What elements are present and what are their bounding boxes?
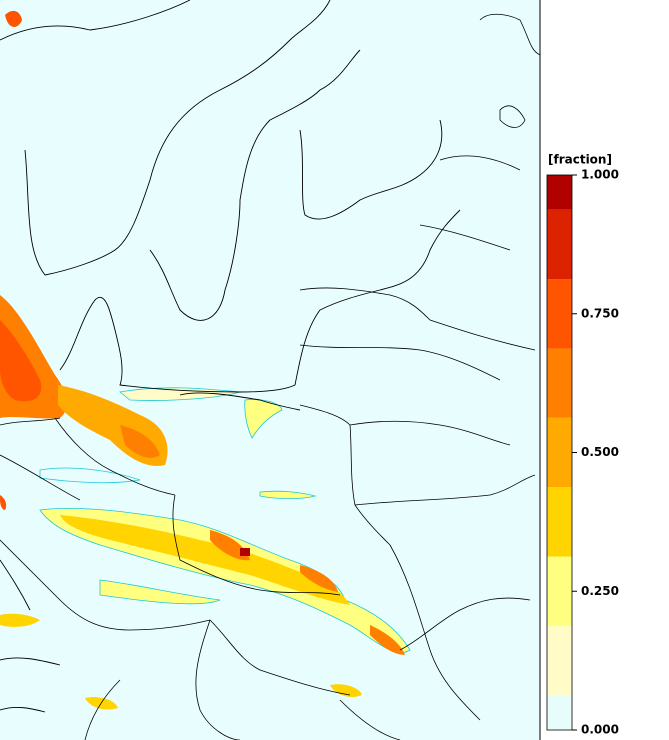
colorbar-bin	[547, 279, 572, 349]
field-patch	[60, 515, 350, 605]
field-patch	[99, 579, 221, 605]
colorbar-title: [fraction]	[548, 153, 612, 167]
field-patch	[0, 320, 42, 402]
field-patch	[0, 613, 40, 627]
colorbar-bin	[547, 487, 572, 557]
field-patch	[244, 399, 283, 439]
colorbar-bin	[547, 348, 572, 418]
colorbar-bin	[547, 695, 572, 730]
colorbar-bin	[547, 417, 572, 488]
contour	[39, 467, 141, 484]
field-patch	[240, 548, 250, 556]
colorbar-bin	[547, 625, 572, 696]
field-patch	[120, 425, 160, 458]
field-patch	[85, 697, 118, 710]
colorbar-tick-label: 1.000	[581, 168, 619, 182]
field-patch	[370, 625, 405, 655]
field-patch	[300, 565, 338, 592]
colorbar-bin	[547, 209, 572, 280]
colorbar-tick-label: 0.500	[581, 445, 619, 459]
map	[0, 0, 541, 740]
colorbar-tick-label: 0.750	[581, 306, 619, 320]
colorbar-tick-label: 0.000	[581, 723, 619, 737]
colorbar-bin	[547, 556, 572, 626]
field-patch	[259, 490, 317, 500]
field-patch	[330, 684, 362, 697]
colorbar-bin	[547, 175, 572, 210]
colorbar-tick-label: 0.250	[581, 584, 619, 598]
field-patch	[5, 10, 22, 27]
map-background	[0, 0, 540, 740]
colorbar: 0.000 0.250 0.500 0.750 1.000	[546, 168, 619, 737]
field-patch	[0, 495, 7, 510]
